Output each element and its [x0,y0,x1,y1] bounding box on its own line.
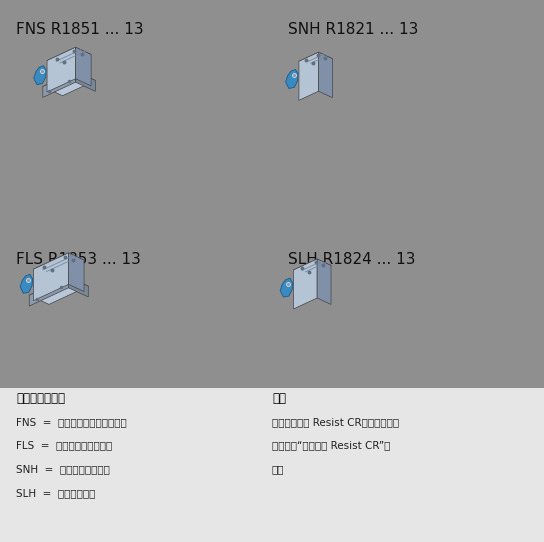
Text: SNH  =  窄型，标准长，高: SNH = 窄型，标准长，高 [16,464,110,474]
Polygon shape [294,259,317,309]
Polygon shape [299,52,332,68]
Polygon shape [69,277,88,297]
Text: FLS  =  法兰型，长，标准高: FLS = 法兰型，长，标准高 [16,441,113,450]
Polygon shape [34,66,46,85]
Polygon shape [34,253,84,276]
FancyBboxPatch shape [0,0,544,388]
Polygon shape [29,277,88,305]
Polygon shape [47,47,76,92]
Text: SLH R1824 ... 13: SLH R1824 ... 13 [288,252,416,267]
Polygon shape [43,72,76,98]
Text: 选项: 选项 [272,392,286,405]
Polygon shape [76,72,95,92]
Text: SLH  =  窄型，长，高: SLH = 窄型，长，高 [16,488,96,498]
Polygon shape [286,69,298,88]
Polygon shape [20,274,33,293]
Polygon shape [317,259,331,305]
Text: FLS R1853 ... 13: FLS R1853 ... 13 [16,252,141,267]
Polygon shape [299,52,319,100]
Polygon shape [294,259,331,276]
Polygon shape [43,72,95,96]
FancyBboxPatch shape [0,388,544,542]
Polygon shape [280,278,293,297]
Text: 耗腐蚊型滑块 Resist CR，亚光銀色镀: 耗腐蚊型滑块 Resist CR，亚光銀色镀 [272,417,399,427]
Text: 硬铬，见“标准滑块 Resist CR”章: 硬铬，见“标准滑块 Resist CR”章 [272,441,391,450]
Polygon shape [76,47,91,86]
Text: SNH R1821 ... 13: SNH R1821 ... 13 [288,22,419,37]
Polygon shape [319,52,332,98]
Text: 节。: 节。 [272,464,285,474]
Polygon shape [34,253,69,301]
Text: FNS R1851 ... 13: FNS R1851 ... 13 [16,22,144,37]
Polygon shape [29,277,69,306]
Text: FNS  =  法兰型，标准长，标准高: FNS = 法兰型，标准长，标准高 [16,417,127,427]
Polygon shape [47,47,91,68]
Text: 滑块的缩写符号: 滑块的缩写符号 [16,392,65,405]
Polygon shape [69,253,84,292]
